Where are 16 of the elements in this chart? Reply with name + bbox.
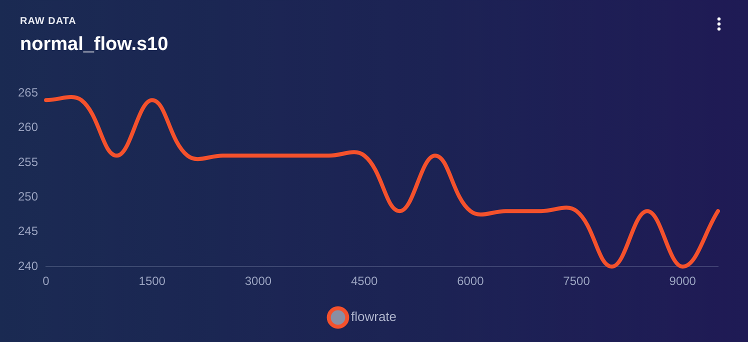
x-tick-label: 6000 [457,274,484,288]
y-tick-label: 250 [18,190,38,204]
y-tick-label: 260 [18,120,38,134]
legend-label: flowrate [350,309,397,324]
x-tick-label: 9000 [669,274,696,288]
x-tick-label: 3000 [244,274,272,288]
x-tick-label: 4500 [350,274,378,288]
chart-subtitle: RAW DATA [20,16,76,27]
x-tick-label: 1500 [138,274,166,288]
y-tick-label: 255 [18,154,38,169]
x-tick-label: 7500 [563,274,590,288]
x-tick-label: 0 [42,274,50,288]
y-tick-label: 265 [18,86,38,100]
y-tick-label: 245 [18,224,38,238]
chart-title: normal_flow.s10 [20,34,168,56]
y-tick-label: 240 [18,258,38,273]
